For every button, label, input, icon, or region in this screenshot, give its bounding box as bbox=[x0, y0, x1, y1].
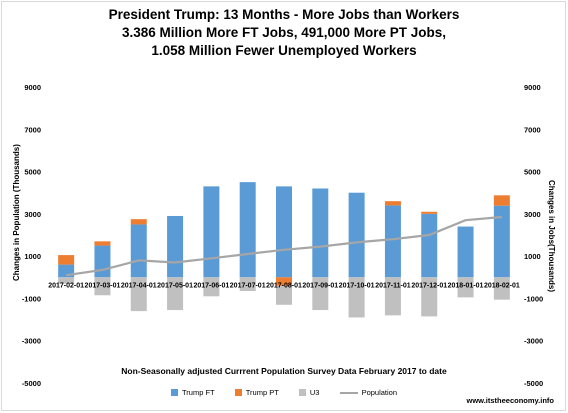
bar-trump-ft bbox=[348, 192, 365, 278]
x-tick-label: 2017-06-01 bbox=[193, 282, 229, 289]
title-line-2: 3.386 Million More FT Jobs, 491,000 More… bbox=[121, 25, 447, 40]
bar-trump-ft bbox=[203, 186, 220, 278]
bar-u3 bbox=[167, 277, 184, 311]
right-tick-label: -1000 bbox=[524, 294, 543, 303]
legend-swatch-u3 bbox=[298, 389, 306, 397]
bar-trump-pt bbox=[384, 201, 401, 206]
legend-swatch-population bbox=[339, 391, 358, 394]
title-line-3: 1.058 Million Fewer Unemployed Workers bbox=[151, 43, 417, 58]
right-tick-label: 5000 bbox=[524, 168, 541, 177]
bar-trump-ft bbox=[276, 186, 292, 278]
x-tick-label: 2017-12-01 bbox=[411, 282, 447, 289]
legend-item-trump-pt: Trump PT bbox=[234, 387, 279, 397]
left-tick-label: 5000 bbox=[24, 168, 41, 177]
bar-u3 bbox=[312, 277, 329, 311]
bar-trump-ft bbox=[94, 245, 111, 278]
legend-item-trump-ft: Trump FT bbox=[170, 387, 215, 397]
bar-trump-ft bbox=[421, 213, 438, 278]
left-tick-label: 7000 bbox=[24, 125, 41, 134]
bar-trump-pt bbox=[276, 277, 292, 286]
bar-trump-ft bbox=[130, 224, 147, 278]
legend-swatch-trump-ft bbox=[170, 389, 178, 397]
left-tick-label: -3000 bbox=[22, 337, 41, 346]
bar-trump-ft bbox=[457, 226, 474, 278]
legend-label-population: Population bbox=[361, 387, 398, 397]
left-tick-label: -5000 bbox=[22, 379, 41, 388]
bar-u3 bbox=[94, 277, 111, 296]
x-tick-label: 2017-07-01 bbox=[230, 282, 266, 289]
population-line bbox=[66, 215, 502, 277]
footnote: Non-Seasonally adjusted Currrent Populat… bbox=[121, 366, 447, 376]
x-tick-label: 2017-10-01 bbox=[339, 282, 375, 289]
legend: Trump FT Trump PT U3 Population bbox=[0, 387, 568, 397]
legend-item-population: Population bbox=[339, 387, 398, 397]
bar-trump-pt bbox=[130, 219, 147, 225]
bar-u3 bbox=[457, 277, 474, 298]
bar-u3 bbox=[239, 277, 256, 292]
right-tick-label: -5000 bbox=[524, 379, 543, 388]
legend-label-trump-ft: Trump FT bbox=[181, 387, 215, 397]
bar-u3 bbox=[493, 277, 510, 300]
bar-trump-ft bbox=[384, 205, 401, 278]
legend-label-u3: U3 bbox=[309, 387, 320, 397]
left-tick-label: -1000 bbox=[22, 294, 41, 303]
bar-trump-pt bbox=[421, 211, 438, 214]
legend-swatch-trump-pt bbox=[234, 389, 242, 397]
bar-trump-ft bbox=[493, 205, 510, 278]
bar-u3 bbox=[348, 277, 365, 318]
bar-u3 bbox=[421, 277, 438, 317]
x-tick-label: 2017-02-01 bbox=[48, 282, 84, 289]
left-tick-label: 1000 bbox=[24, 252, 41, 261]
x-tick-label: 2018-01-01 bbox=[448, 282, 484, 289]
bar-trump-pt bbox=[58, 255, 75, 265]
bar-trump-ft bbox=[167, 215, 184, 278]
bar-u3 bbox=[130, 277, 147, 312]
right-tick-label: 9000 bbox=[524, 83, 541, 92]
chart-title: President Trump: 13 Months - More Jobs t… bbox=[0, 6, 568, 60]
left-tick-label: 3000 bbox=[24, 210, 41, 219]
source-url: www.itstheeconomy.info bbox=[466, 396, 554, 405]
legend-label-trump-pt: Trump PT bbox=[245, 387, 279, 397]
left-tick-label: 9000 bbox=[24, 83, 41, 92]
x-tick-label: 2017-03-01 bbox=[85, 282, 121, 289]
x-tick-label: 2017-11-01 bbox=[375, 282, 411, 289]
bar-trump-ft bbox=[312, 188, 329, 278]
bar-u3 bbox=[384, 277, 401, 316]
bar-u3 bbox=[276, 285, 292, 305]
bar-u3 bbox=[58, 277, 75, 284]
bar-trump-pt bbox=[493, 195, 510, 206]
bar-u3 bbox=[203, 277, 220, 297]
x-tick-label: 2017-04-01 bbox=[121, 282, 157, 289]
x-tick-label: 2017-05-01 bbox=[157, 282, 193, 289]
right-tick-label: 3000 bbox=[524, 210, 541, 219]
x-tick-label: 2018-02-01 bbox=[484, 282, 520, 289]
x-tick-label: 2017-08-01 bbox=[266, 282, 302, 289]
x-tick-label: 2017-09-01 bbox=[302, 282, 338, 289]
right-tick-label: 7000 bbox=[524, 125, 541, 134]
bar-trump-pt bbox=[94, 241, 111, 246]
right-tick-label: 1000 bbox=[524, 252, 541, 261]
bar-trump-ft bbox=[239, 182, 256, 278]
title-line-1: President Trump: 13 Months - More Jobs t… bbox=[108, 7, 460, 22]
legend-item-u3: U3 bbox=[298, 387, 320, 397]
right-tick-label: -3000 bbox=[524, 337, 543, 346]
